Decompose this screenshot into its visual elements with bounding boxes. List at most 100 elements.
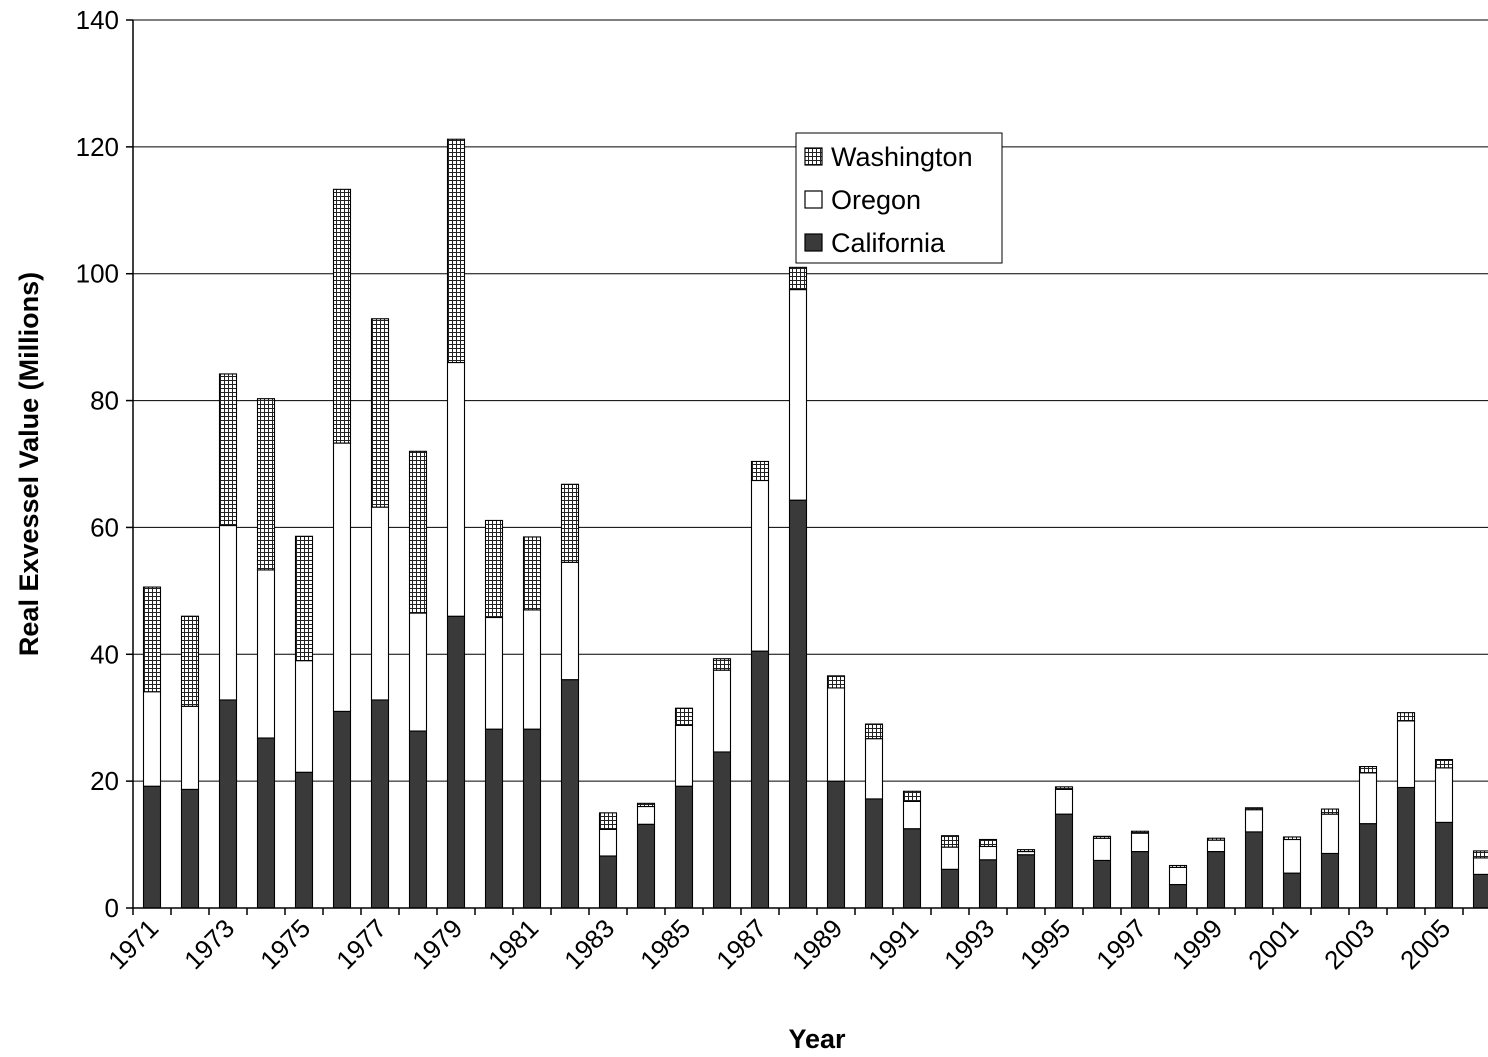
x-tick-label: 2003: [1318, 913, 1380, 975]
bar-washington-2001: [1282, 836, 1302, 841]
x-tick-label: 1973: [178, 913, 240, 975]
x-tick-label: 1983: [558, 913, 620, 975]
bar-oregon-1972: [180, 705, 200, 790]
bar-oregon-1975: [294, 660, 314, 773]
bar-california-1995: [1054, 813, 1074, 909]
bar-washington-1974: [256, 398, 276, 571]
y-tick-label: 140: [76, 5, 119, 35]
bar-california-1991: [902, 828, 922, 909]
bar-washington-1977: [370, 318, 390, 508]
legend-label-washington: Washington: [831, 142, 973, 172]
bar-california-1992: [940, 868, 960, 909]
x-tick-label: 1979: [406, 913, 468, 975]
bar-washington-1978: [408, 450, 428, 614]
bar-washington-1995: [1054, 786, 1074, 790]
bar-washington-1979: [446, 138, 466, 364]
bar-california-1988: [788, 499, 808, 909]
bar-california-1973: [218, 699, 238, 909]
x-tick-label: 1989: [786, 913, 848, 975]
bar-oregon-2004: [1396, 720, 1416, 789]
bar-oregon-1987: [750, 479, 770, 652]
axes: [126, 19, 1488, 915]
bar-washington-2004: [1396, 712, 1416, 722]
legend-swatch-washington: [804, 147, 823, 166]
bar-washington-1983: [598, 812, 618, 830]
bar-washington-1994: [1016, 849, 1036, 853]
x-tick-label: 1997: [1090, 913, 1152, 975]
y-axis-title: Real Exvessel Value (Millions): [14, 272, 44, 656]
legend: Washington Oregon California: [795, 132, 1003, 264]
bar-oregon-2003: [1358, 772, 1378, 825]
y-tick-label: 0: [105, 893, 119, 923]
x-tick-label: 2001: [1242, 913, 1304, 975]
bar-oregon-2002: [1320, 813, 1340, 855]
bar-washington-1981: [522, 536, 542, 611]
bar-oregon-1991: [902, 800, 922, 830]
x-tick-labels: 1971 1973 1975 1977 1979 1981 1983 1985 1987 1989…: [102, 913, 1456, 975]
x-tick-label: 1981: [482, 913, 544, 975]
bar-california-1999: [1206, 850, 1226, 909]
x-tick-label: 1995: [1014, 913, 1076, 975]
bar-oregon-2006: [1472, 857, 1488, 875]
bar-oregon-1971: [142, 691, 162, 787]
bar-california-1979: [446, 615, 466, 909]
bar-oregon-1996: [1092, 837, 1112, 861]
bar-oregon-1990: [864, 738, 884, 800]
bar-california-1994: [1016, 854, 1036, 909]
bar-oregon-1999: [1206, 839, 1226, 853]
bar-oregon-1979: [446, 361, 466, 617]
bar-washington-1985: [674, 707, 694, 726]
bar-washington-1993: [978, 838, 998, 848]
x-tick-label: 1985: [634, 913, 696, 975]
bar-california-1984: [636, 823, 656, 909]
bar-washington-1975: [294, 535, 314, 662]
bar-washington-1999: [1206, 837, 1226, 841]
bar-oregon-1983: [598, 828, 618, 857]
bar-washington-1971: [142, 586, 162, 693]
bar-california-1982: [560, 679, 580, 909]
bar-california-1971: [142, 785, 162, 909]
bar-washington-1991: [902, 790, 922, 802]
bar-oregon-1992: [940, 846, 960, 870]
bar-oregon-1973: [218, 524, 238, 701]
bar-california-1987: [750, 650, 770, 909]
bar-washington-1984: [636, 802, 656, 808]
bar-oregon-1986: [712, 669, 732, 753]
bar-california-1974: [256, 737, 276, 909]
bar-california-1993: [978, 859, 998, 909]
bar-california-1986: [712, 751, 732, 909]
bar-washington-1996: [1092, 835, 1112, 839]
x-tick-label: 1991: [862, 913, 924, 975]
bar-california-1981: [522, 728, 542, 909]
bar-washington-2003: [1358, 766, 1378, 774]
bars: [142, 138, 1488, 909]
x-tick-label: 1975: [254, 913, 316, 975]
bar-washington-1988: [788, 266, 808, 291]
bar-washington-1972: [180, 615, 200, 707]
bar-california-1989: [826, 780, 846, 909]
x-tick-label: 1977: [330, 913, 392, 975]
bar-oregon-1998: [1168, 866, 1188, 886]
bar-california-2005: [1434, 821, 1454, 909]
bar-oregon-1974: [256, 569, 276, 739]
bar-washington-1992: [940, 835, 960, 848]
bar-california-1976: [332, 710, 352, 909]
bar-washington-1998: [1168, 864, 1188, 868]
bar-oregon-1980: [484, 616, 504, 730]
bar-washington-1986: [712, 658, 732, 671]
y-tick-label: 80: [90, 386, 119, 416]
bar-california-1972: [180, 788, 200, 909]
bar-california-1996: [1092, 859, 1112, 909]
bar-washington-1990: [864, 723, 884, 740]
x-axis-title: Year: [788, 1024, 846, 1054]
legend-label-california: California: [831, 228, 946, 258]
bar-oregon-1984: [636, 805, 656, 825]
bar-washington-2002: [1320, 808, 1340, 815]
bar-california-1978: [408, 730, 428, 909]
bar-oregon-1988: [788, 289, 808, 501]
bar-oregon-2005: [1434, 767, 1454, 823]
bar-washington-1982: [560, 483, 580, 563]
y-tick-label: 60: [90, 512, 119, 542]
legend-box: [795, 132, 1003, 264]
x-tick-label: 1999: [1166, 913, 1228, 975]
